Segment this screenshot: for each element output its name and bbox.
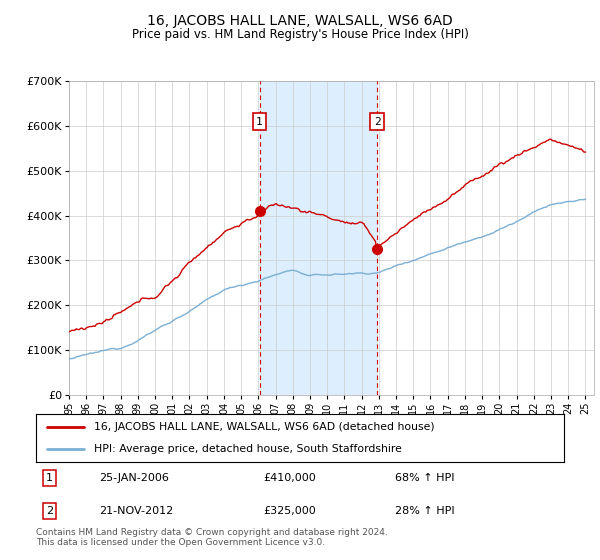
Text: 2: 2 <box>46 506 53 516</box>
Text: 1: 1 <box>46 473 53 483</box>
Text: 16, JACOBS HALL LANE, WALSALL, WS6 6AD: 16, JACOBS HALL LANE, WALSALL, WS6 6AD <box>147 14 453 28</box>
Bar <box>260 81 377 395</box>
Text: 1: 1 <box>256 116 263 127</box>
Text: Price paid vs. HM Land Registry's House Price Index (HPI): Price paid vs. HM Land Registry's House … <box>131 28 469 41</box>
Text: This data is licensed under the Open Government Licence v3.0.: This data is licensed under the Open Gov… <box>36 538 325 547</box>
Text: 21-NOV-2012: 21-NOV-2012 <box>100 506 173 516</box>
Text: HPI: Average price, detached house, South Staffordshire: HPI: Average price, detached house, Sout… <box>94 444 402 454</box>
Text: 25-JAN-2006: 25-JAN-2006 <box>100 473 169 483</box>
Text: £325,000: £325,000 <box>263 506 316 516</box>
Text: 28% ↑ HPI: 28% ↑ HPI <box>395 506 455 516</box>
Text: 68% ↑ HPI: 68% ↑ HPI <box>395 473 455 483</box>
Text: 16, JACOBS HALL LANE, WALSALL, WS6 6AD (detached house): 16, JACOBS HALL LANE, WALSALL, WS6 6AD (… <box>94 422 435 432</box>
Text: £410,000: £410,000 <box>263 473 316 483</box>
Text: 2: 2 <box>374 116 380 127</box>
Text: Contains HM Land Registry data © Crown copyright and database right 2024.: Contains HM Land Registry data © Crown c… <box>36 528 388 536</box>
